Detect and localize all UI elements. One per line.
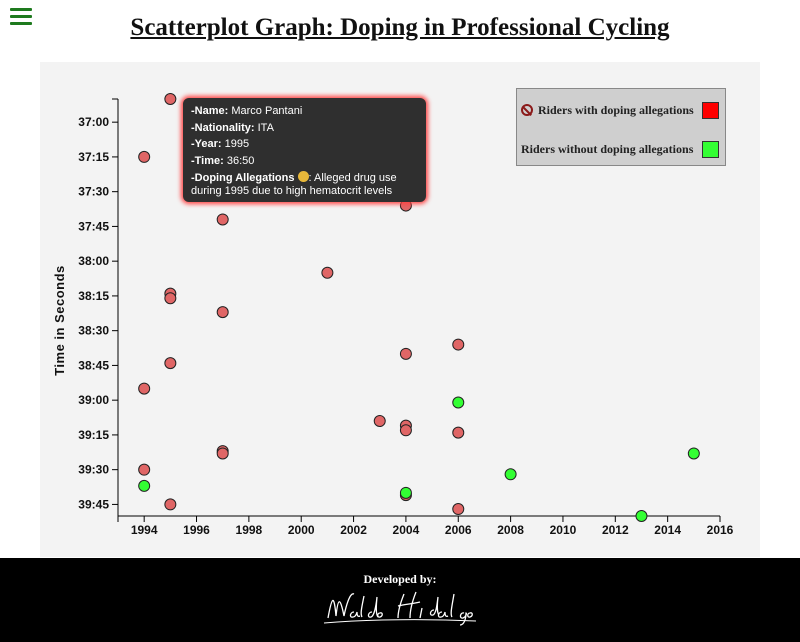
- tooltip-nationality-label: -Nationality:: [191, 121, 255, 134]
- y-tick-label: 37:15: [78, 150, 109, 164]
- ban-icon: [521, 104, 533, 116]
- tooltip-name-label: -Name:: [191, 105, 229, 117]
- legend-swatch-clean: [702, 140, 719, 158]
- legend-label-clean: Riders without doping allegations: [521, 141, 694, 156]
- x-tick-label: 2016: [707, 523, 734, 537]
- clean-point: [452, 396, 465, 409]
- x-tick-label: 2006: [445, 523, 472, 537]
- legend-label-doping: Riders with doping allegations: [538, 102, 694, 117]
- scatter-chart: 37:00 37:15 37:30 37:45 38:00 38:15 38:30 38:45…: [52, 93, 734, 537]
- y-tick-label: 39:00: [78, 393, 109, 407]
- y-tick-label: 39:30: [78, 463, 109, 477]
- tooltip-time-label: -Time:: [191, 154, 224, 167]
- tooltip: -Name: Marco Pantani -Nationality: ITA -…: [183, 98, 426, 202]
- x-tick-label: 2004: [393, 523, 420, 537]
- doping-point: [452, 338, 465, 351]
- y-tick-label: 38:45: [78, 358, 109, 372]
- legend-item-clean: Riders without doping allegations: [521, 140, 719, 158]
- doping-point: [216, 306, 229, 319]
- doping-point: [164, 292, 177, 305]
- doping-point: [452, 426, 465, 439]
- x-tick-label: 2014: [654, 523, 681, 537]
- y-tick-label: 38:00: [78, 254, 109, 268]
- chart-area: 37:00 37:15 37:30 37:45 38:00 38:15 38:30 38:45…: [40, 62, 760, 557]
- y-tick-label: 37:00: [78, 115, 109, 129]
- y-tick-label: 38:30: [78, 324, 109, 338]
- tooltip-doping-label: -Doping Allegations: [191, 172, 295, 184]
- tooltip-year-row: -Year: 1995: [191, 136, 418, 153]
- doping-point: [164, 498, 177, 511]
- y-tick-label: 37:45: [78, 219, 109, 233]
- y-axis-title: Time in Seconds: [52, 265, 67, 376]
- x-tick-label: 1998: [236, 523, 263, 537]
- doping-point: [399, 424, 412, 437]
- x-tick-label: 2002: [340, 523, 367, 537]
- clean-point: [687, 447, 700, 460]
- tooltip-time-row: -Time: 36:50: [191, 153, 418, 170]
- y-tick-label: 37:30: [78, 185, 109, 199]
- menu-icon[interactable]: [10, 8, 32, 28]
- tooltip-name: Marco Pantani: [231, 105, 303, 117]
- y-tick-label: 39:15: [78, 428, 109, 442]
- x-tick-label: 1996: [183, 523, 210, 537]
- sad-face-icon: [297, 171, 309, 182]
- legend: Riders with doping allegations Riders wi…: [516, 88, 726, 166]
- tooltip-time: 36:50: [226, 154, 255, 167]
- signature-logo: [323, 591, 477, 626]
- y-tick-label: 39:45: [78, 497, 109, 511]
- doping-point: [452, 503, 465, 516]
- legend-item-doping: Riders with doping allegations: [521, 101, 719, 119]
- legend-swatch-doping: [702, 101, 719, 119]
- doping-point: [138, 150, 151, 163]
- y-tick-label: 38:15: [78, 289, 109, 303]
- tooltip-doping-text-cont: during 1995 due to high hematocrit level…: [191, 185, 393, 197]
- clean-point: [504, 468, 517, 481]
- footer: Developed by:: [0, 558, 800, 642]
- doping-point: [216, 447, 229, 460]
- doping-point: [164, 93, 177, 105]
- x-tick-label: 2000: [288, 523, 315, 537]
- x-tick-label: 2012: [602, 523, 629, 537]
- doping-point: [399, 347, 412, 360]
- tooltip-year: 1995: [224, 138, 250, 150]
- tooltip-doping-row: -Doping Allegations : Alleged drug use du…: [191, 171, 418, 198]
- tooltip-nationality: ITA: [257, 121, 274, 134]
- developed-by-label: Developed by:: [363, 572, 437, 586]
- doping-point: [164, 357, 177, 370]
- doping-point: [138, 382, 151, 395]
- doping-point: [321, 266, 334, 279]
- tooltip-nationality-row: -Nationality: ITA: [191, 120, 418, 137]
- x-tick-label: 2010: [550, 523, 577, 537]
- doping-point: [216, 213, 229, 226]
- clean-point: [635, 510, 648, 522]
- tooltip-doping-text: : Alleged drug use: [308, 172, 397, 184]
- clean-point: [399, 486, 412, 499]
- doping-point: [138, 463, 151, 476]
- x-tick-label: 1994: [131, 523, 158, 537]
- clean-point: [138, 479, 151, 492]
- tooltip-year-label: -Year:: [191, 138, 222, 150]
- x-tick-label: 2008: [497, 523, 524, 537]
- doping-point: [373, 415, 386, 428]
- tooltip-name-row: -Name: Marco Pantani: [191, 103, 418, 120]
- page-title: Scatterplot Graph: Doping in Professiona…: [130, 14, 670, 41]
